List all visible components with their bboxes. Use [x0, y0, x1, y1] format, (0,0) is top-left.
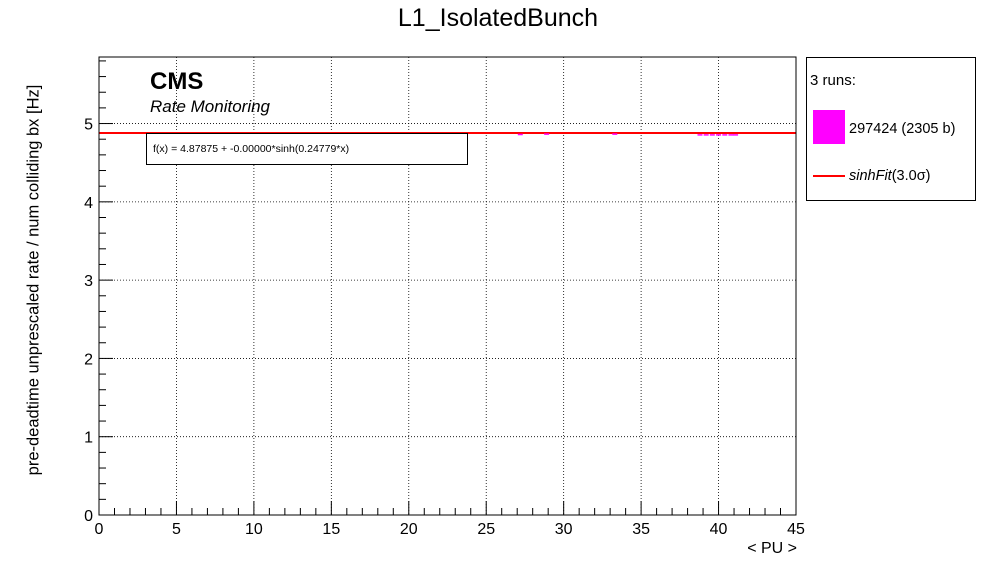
y-tick-label: 0: [84, 508, 93, 525]
x-tick-label: 45: [787, 521, 805, 538]
x-tick-label: 20: [400, 521, 418, 538]
x-tick-label: 15: [322, 521, 340, 538]
legend-fit-suffix: (3.0σ): [891, 168, 931, 184]
fit-formula-box: f(x) = 4.87875 + -0.00000*sinh(0.24779*x…: [146, 133, 468, 165]
fit-formula: f(x) = 4.87875 + -0.00000*sinh(0.24779*x…: [153, 143, 350, 155]
x-tick-label: 25: [477, 521, 495, 538]
y-tick-label: 2: [84, 351, 93, 368]
legend-fit-swatch: [813, 160, 845, 192]
rate-monitoring-label: Rate Monitoring: [150, 97, 271, 116]
legend-fit-label: sinhFit(3.0σ): [849, 168, 930, 184]
experiment-label: CMS: [150, 68, 204, 95]
x-tick-label: 30: [555, 521, 573, 538]
y-tick-label: 1: [84, 430, 93, 447]
y-tick-label: 5: [84, 117, 93, 134]
plot-frame: [98, 56, 797, 516]
x-tick-label: 35: [632, 521, 650, 538]
x-tick-label: 40: [710, 521, 728, 538]
x-tick-label: 5: [172, 521, 181, 538]
x-axis-label: < PU >: [747, 540, 797, 557]
chart-title: L1_IsolatedBunch: [397, 4, 599, 32]
legend: 3 runs: 297424 (2305 b) sinhFit(3.0σ): [806, 57, 976, 201]
grid-lines: [99, 57, 796, 515]
y-tick-label: 3: [84, 273, 93, 290]
x-tick-label: 10: [245, 521, 263, 538]
axis-ticks: [98, 60, 797, 516]
x-tick-label: 0: [95, 521, 104, 538]
y-axis-label: pre-deadtime unprescaled rate / num coll…: [24, 84, 43, 476]
legend-fit-name: sinhFit: [849, 168, 892, 184]
y-tick-label: 4: [84, 195, 93, 212]
legend-run-swatch: [813, 110, 845, 144]
legend-run-label: 297424 (2305 b): [849, 121, 956, 137]
legend-header: 3 runs:: [810, 72, 856, 89]
legend-fit-line: [813, 175, 845, 177]
